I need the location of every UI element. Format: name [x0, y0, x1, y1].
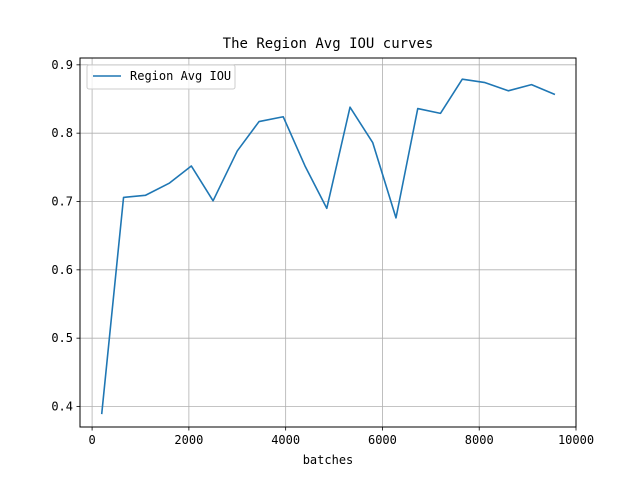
x-tick-label: 2000 — [174, 433, 203, 447]
axis-ticks: 0 2000 4000 6000 8000 10000 0.4 0.5 0.6 0.7 0.8 0.9 — [51, 58, 594, 447]
y-tick-label: 0.8 — [51, 126, 73, 140]
y-tick-label: 0.5 — [51, 331, 73, 345]
y-tick-label: 0.4 — [51, 400, 73, 414]
y-tick-label: 0.6 — [51, 263, 73, 277]
x-tick-label: 0 — [88, 433, 95, 447]
x-tick-label: 8000 — [465, 433, 494, 447]
plot-area-frame — [79, 57, 577, 428]
x-tick-label: 6000 — [368, 433, 397, 447]
series-line — [100, 78, 556, 415]
x-tick-label: 4000 — [271, 433, 300, 447]
y-tick-label: 0.7 — [51, 195, 73, 209]
legend-label: Region Avg IOU — [130, 69, 231, 83]
chart-title: The Region Avg IOU curves — [223, 36, 434, 52]
y-tick-label: 0.9 — [51, 58, 73, 72]
x-tick-label: 10000 — [558, 433, 594, 447]
series-layer — [100, 78, 556, 415]
x-axis-label: batches — [303, 453, 354, 467]
legend-box — [86, 64, 236, 90]
legend: Region Avg IOU — [86, 64, 236, 90]
